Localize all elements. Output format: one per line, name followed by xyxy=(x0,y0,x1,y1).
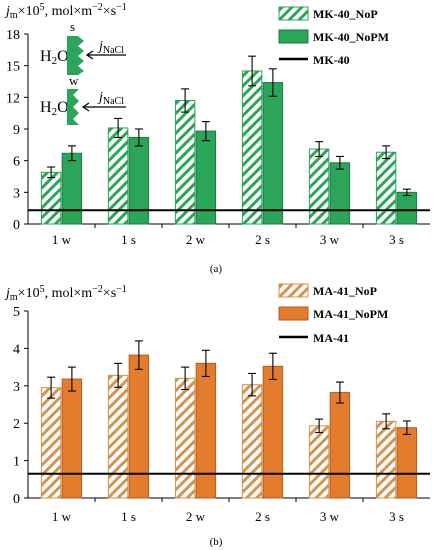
arrow-head-icon xyxy=(85,50,94,60)
membrane-icon-top xyxy=(67,36,84,75)
y-tick-label: 6 xyxy=(13,155,20,170)
y-tick-label: 9 xyxy=(13,123,20,138)
x-tick-label: 2 s xyxy=(255,232,270,247)
bar xyxy=(396,191,418,225)
bars-a xyxy=(28,55,430,225)
y-tick-label: 18 xyxy=(6,28,20,43)
bar xyxy=(195,362,217,499)
y-tick-label: 15 xyxy=(6,60,20,75)
flux-label-top: jNaCl xyxy=(97,39,124,56)
y-tick-label: 12 xyxy=(6,91,20,106)
y-axis-label-b: jm×105, mol×m−2×s−1 xyxy=(4,284,127,303)
legend-swatch-hatched xyxy=(278,6,309,21)
bar xyxy=(174,377,196,499)
flux-label-bottom: jNaCl xyxy=(97,90,124,107)
inset-schematic: s H2O jNaCl w H2O jNaCl xyxy=(40,19,126,125)
legend-swatch-solid xyxy=(278,29,309,44)
bar xyxy=(262,365,284,499)
y-axis-ticks-b: 0 1 2 3 4 5 xyxy=(13,305,430,507)
bar xyxy=(61,152,83,225)
x-axis-labels-a: 1 w 1 s 2 w 2 s 3 w 3 s xyxy=(52,232,404,247)
inset-label-w: w xyxy=(69,73,79,88)
x-axis-labels-b: 1 w 1 s 2 w 2 s 3 w 3 s xyxy=(52,509,404,524)
y-tick-label: 3 xyxy=(13,186,20,201)
chart-a: jm×105, mol×m−2×s−1 0 3 6 9 12 15 18 1 w 1 s 2 w… xyxy=(4,2,430,275)
y-tick-label: 1 xyxy=(13,455,20,470)
panel-label-a: (a) xyxy=(210,263,223,275)
x-tick-label: 2 w xyxy=(186,509,206,524)
inset-water-top: H2O xyxy=(40,48,69,67)
bar xyxy=(61,378,83,499)
y-tick-label: 0 xyxy=(13,218,20,233)
bar xyxy=(241,384,263,499)
bar xyxy=(308,425,330,499)
bar xyxy=(375,151,397,225)
bar xyxy=(308,148,330,225)
x-tick-label: 2 w xyxy=(186,232,206,247)
legend-label: MK-40_NoP xyxy=(313,7,378,21)
legend-swatch-hatched xyxy=(278,283,309,298)
bar xyxy=(329,392,351,499)
y-axis-label-a: jm×105, mol×m−2×s−1 xyxy=(4,2,127,21)
bar xyxy=(396,427,418,499)
legend-label: MA-41 xyxy=(313,331,349,345)
y-tick-label: 4 xyxy=(13,342,20,357)
legend-label: MA-41_NoPM xyxy=(313,307,388,321)
x-tick-label: 3 s xyxy=(389,232,404,247)
legend-swatch-solid xyxy=(278,306,309,321)
legend-label: MA-41_NoP xyxy=(313,284,377,298)
y-axis-ticks-a: 0 3 6 9 12 15 18 xyxy=(6,28,430,233)
bar xyxy=(40,171,62,225)
x-tick-label: 3 w xyxy=(320,232,340,247)
x-tick-label: 1 w xyxy=(52,232,72,247)
inset-label-s: s xyxy=(70,19,75,34)
bar xyxy=(107,374,129,499)
x-tick-label: 1 w xyxy=(52,509,72,524)
legend-label: MK-40 xyxy=(313,53,350,67)
legend-a: MK-40_NoP MK-40_NoPM MK-40 xyxy=(278,6,389,67)
bar xyxy=(375,420,397,499)
membrane-icon-bottom xyxy=(67,89,79,125)
legend-label: MK-40_NoPM xyxy=(313,30,389,44)
x-tick-label: 1 s xyxy=(121,232,136,247)
bar xyxy=(262,82,284,225)
x-tick-label: 1 s xyxy=(121,509,136,524)
inset-water-bottom: H2O xyxy=(40,99,69,118)
bar xyxy=(329,162,351,225)
arrow-head-icon xyxy=(81,102,90,112)
bar xyxy=(128,354,150,499)
x-tick-label: 3 s xyxy=(389,509,404,524)
chart-b: jm×105, mol×m−2×s−1 0 1 2 3 4 5 1 w 1 s 2 w 2 s 3… xyxy=(4,283,430,548)
bar xyxy=(40,387,62,499)
y-tick-label: 3 xyxy=(13,380,20,395)
bar xyxy=(241,70,263,225)
x-tick-label: 2 s xyxy=(255,509,270,524)
y-tick-label: 0 xyxy=(13,492,20,507)
y-tick-label: 5 xyxy=(13,305,20,320)
bars-b xyxy=(28,340,430,499)
bar xyxy=(174,100,196,225)
y-tick-label: 2 xyxy=(13,417,20,432)
x-tick-label: 3 w xyxy=(320,509,340,524)
legend-b: MA-41_NoP MA-41_NoPM MA-41 xyxy=(278,283,388,345)
panel-label-b: (b) xyxy=(210,536,223,548)
